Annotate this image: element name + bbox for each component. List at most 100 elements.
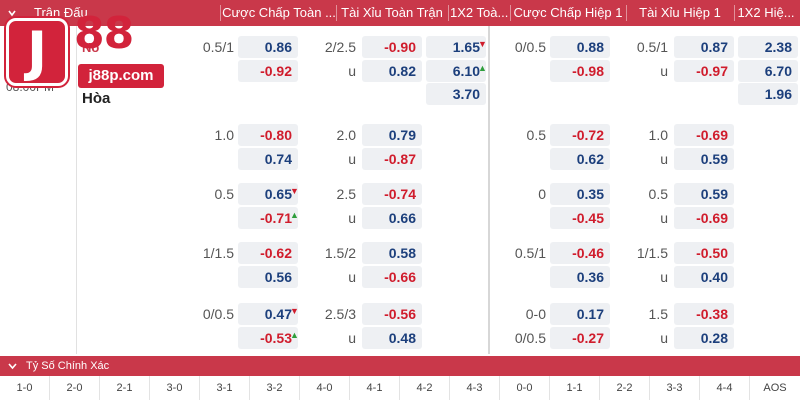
h1-handicap-line: 0/0.5 — [514, 39, 546, 55]
odds-cell[interactable]: 0.59 — [674, 148, 734, 170]
exact-score-bar[interactable]: Tỷ Số Chính Xác — [0, 356, 800, 376]
logo-letter: J — [26, 20, 48, 83]
odds-cell[interactable]: -0.53 — [238, 327, 298, 349]
odds-cell[interactable]: 0.86 — [238, 36, 298, 58]
score-option[interactable]: 2-1 — [100, 376, 150, 400]
score-option[interactable]: 4-0 — [300, 376, 350, 400]
under-label: u — [348, 269, 356, 285]
odds-cell[interactable]: -0.87 — [362, 148, 422, 170]
odds-cell[interactable]: 0.74 — [238, 148, 298, 170]
odds-cell[interactable]: 0.17 — [550, 303, 610, 325]
arrow-down-icon: ▼ — [290, 186, 299, 196]
score-options: 1-0 2-0 2-1 3-0 3-1 3-2 4-0 4-1 4-2 4-3 … — [0, 376, 800, 400]
odds-header: Trận Đấu Cược Chấp Toàn ... Tài Xỉu Toàn… — [0, 0, 800, 26]
header-ft-handicap[interactable]: Cược Chấp Toàn ... — [222, 5, 336, 20]
odds-cell[interactable]: 0.65 — [238, 183, 298, 205]
chevron-down-icon[interactable] — [8, 9, 16, 17]
under-label: u — [348, 151, 356, 167]
arrow-up-icon: ▲ — [290, 330, 299, 340]
odds-cell[interactable]: -0.98 — [550, 60, 610, 82]
score-option[interactable]: 2-2 — [600, 376, 650, 400]
score-option[interactable]: 3-2 — [250, 376, 300, 400]
odds-cell[interactable]: 6.70 — [738, 60, 798, 82]
ft-handicap-line: 0.5 — [214, 186, 234, 202]
odds-cell[interactable]: -0.27 — [550, 327, 610, 349]
odds-cell[interactable]: -0.69 — [674, 124, 734, 146]
odds-cell[interactable]: -0.80 — [238, 124, 298, 146]
ft-ou-line: 2.5 — [336, 186, 356, 202]
header-divider — [734, 5, 735, 21]
header-h1-overunder[interactable]: Tài Xỉu Hiệp 1 — [639, 5, 721, 20]
exact-score-label: Tỷ Số Chính Xác — [26, 360, 110, 372]
header-match: Trận Đấu — [34, 5, 88, 20]
score-option[interactable]: 1-1 — [550, 376, 600, 400]
odds-cell[interactable]: -0.66 — [362, 266, 422, 288]
header-ft-1x2[interactable]: 1X2 Toà... — [450, 5, 508, 20]
h1-handicap-line: 0.5/1 — [514, 245, 546, 261]
score-option[interactable]: 2-0 — [50, 376, 100, 400]
score-option[interactable]: 1-0 — [0, 376, 50, 400]
h1-ou-line: 0.5/1 — [636, 39, 668, 55]
odds-cell[interactable]: 0.35 — [550, 183, 610, 205]
odds-cell[interactable]: 0.58 — [362, 242, 422, 264]
under-label: u — [660, 269, 668, 285]
odds-cell[interactable]: 0.87 — [674, 36, 734, 58]
ft-ou-line: 1.5/2 — [324, 245, 356, 261]
logo-number: 88 — [74, 8, 134, 59]
score-option[interactable]: AOS — [763, 382, 787, 394]
h1-ou-line: 1/1.5 — [636, 245, 668, 261]
score-option[interactable]: 3-3 — [650, 376, 700, 400]
header-h1-1x2[interactable]: 1X2 Hiệ... — [737, 5, 795, 20]
score-option[interactable]: 4-1 — [350, 376, 400, 400]
team-name: No — [82, 40, 100, 55]
odds-cell[interactable]: -0.56 — [362, 303, 422, 325]
under-label: u — [660, 330, 668, 346]
odds-cell[interactable]: -0.46 — [550, 242, 610, 264]
ft-handicap-line: 1.0 — [214, 127, 234, 143]
odds-cell[interactable]: 0.82 — [362, 60, 422, 82]
odds-cell[interactable]: -0.45 — [550, 207, 610, 229]
odds-cell[interactable]: 0.28 — [674, 327, 734, 349]
odds-cell[interactable]: 0.47 — [238, 303, 298, 325]
odds-cell[interactable]: -0.50 — [674, 242, 734, 264]
header-ft-overunder[interactable]: Tài Xỉu Toàn Trận — [341, 5, 443, 20]
odds-cell[interactable]: 0.36 — [550, 266, 610, 288]
header-divider — [448, 5, 449, 21]
odds-cell[interactable]: -0.71 — [238, 207, 298, 229]
odds-cell[interactable]: 0.56 — [238, 266, 298, 288]
odds-cell[interactable]: -0.90 — [362, 36, 422, 58]
ft-ou-line: 2.5/3 — [324, 306, 356, 322]
ft-handicap-line: 0/0.5 — [202, 306, 234, 322]
score-option[interactable]: 3-0 — [150, 376, 200, 400]
score-option[interactable]: 4-3 — [450, 376, 500, 400]
odds-cell[interactable]: 1.96 — [738, 83, 798, 105]
odds-cell[interactable]: 6.10 — [426, 60, 486, 82]
half-divider — [488, 26, 490, 354]
odds-cell[interactable]: -0.69 — [674, 207, 734, 229]
odds-cell[interactable]: -0.38 — [674, 303, 734, 325]
odds-cell[interactable]: 0.88 — [550, 36, 610, 58]
odds-cell[interactable]: 0.59 — [674, 183, 734, 205]
logo-url: j88p.com — [78, 64, 164, 88]
odds-cell[interactable]: -0.72 — [550, 124, 610, 146]
odds-cell[interactable]: -0.62 — [238, 242, 298, 264]
chevron-down-icon[interactable] — [8, 362, 17, 370]
score-option[interactable]: 4-2 — [400, 376, 450, 400]
odds-cell[interactable]: 0.66 — [362, 207, 422, 229]
odds-cell[interactable]: 2.38 — [738, 36, 798, 58]
score-option[interactable]: 3-1 — [200, 376, 250, 400]
odds-cell[interactable]: 0.62 — [550, 148, 610, 170]
odds-cell[interactable]: -0.97 — [674, 60, 734, 82]
score-option[interactable]: 0-0 — [500, 376, 550, 400]
odds-cell[interactable]: 0.79 — [362, 124, 422, 146]
odds-cell[interactable]: 0.48 — [362, 327, 422, 349]
score-option[interactable]: 4-4 — [700, 376, 750, 400]
header-divider — [510, 5, 511, 21]
odds-cell[interactable]: -0.74 — [362, 183, 422, 205]
odds-cell[interactable]: -0.92 — [238, 60, 298, 82]
header-h1-handicap[interactable]: Cược Chấp Hiệp 1 — [513, 5, 623, 20]
odds-cell[interactable]: 0.40 — [674, 266, 734, 288]
odds-cell[interactable]: 3.70 — [426, 83, 486, 105]
odds-cell[interactable]: 1.65 — [426, 36, 486, 58]
ft-handicap-line: 1/1.5 — [202, 245, 234, 261]
